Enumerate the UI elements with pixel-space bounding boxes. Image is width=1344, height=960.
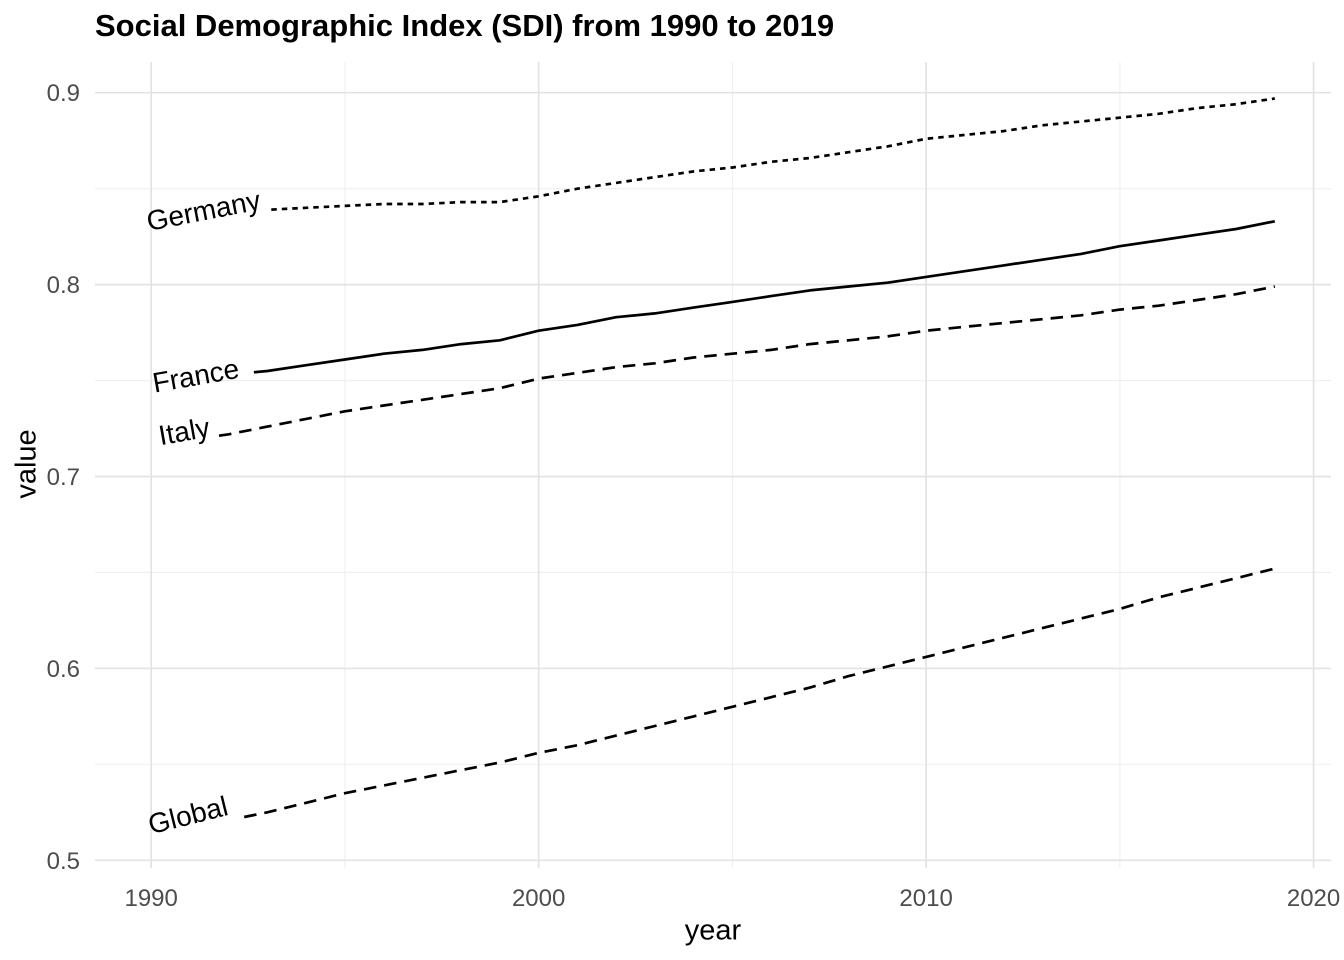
y-tick-label: 0.7 [47, 464, 80, 491]
x-tick-label: 2020 [1287, 885, 1340, 912]
chart-title: Social Demographic Index (SDI) from 1990… [95, 8, 835, 43]
x-tick-label: 1990 [124, 885, 177, 912]
x-tick-label: 2000 [512, 885, 565, 912]
series-line-global [243, 567, 1276, 819]
series-label-germany: Germany [144, 185, 263, 237]
y-tick-label: 0.9 [47, 80, 80, 107]
y-tick-label: 0.8 [47, 272, 80, 299]
series-label-global: Global [145, 790, 231, 840]
series-label-france: France [150, 353, 241, 399]
x-axis-title: year [684, 914, 742, 947]
x-tick-label: 2010 [899, 885, 952, 912]
series-line-france [253, 219, 1276, 374]
series-line-italy [218, 285, 1276, 438]
y-tick-label: 0.5 [47, 848, 80, 875]
series-label-italy: Italy [156, 412, 212, 451]
y-tick-label: 0.6 [47, 656, 80, 683]
series-line-germany [271, 97, 1275, 211]
